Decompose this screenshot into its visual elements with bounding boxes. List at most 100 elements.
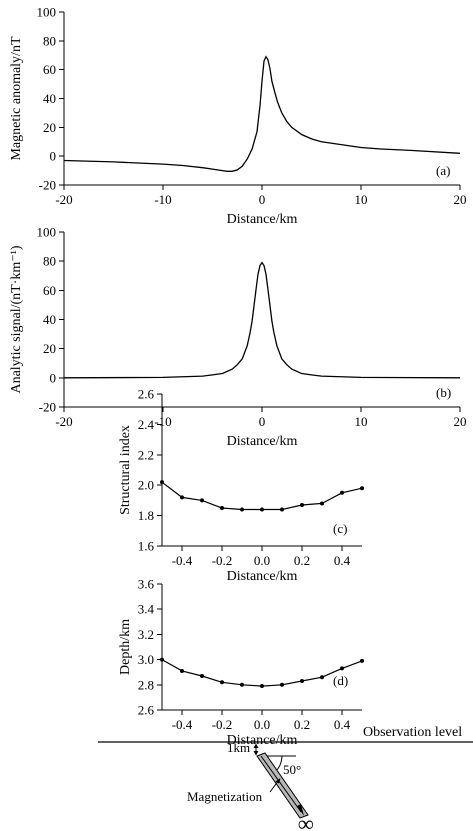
- y-tick-label: 0: [50, 370, 57, 385]
- data-point: [360, 658, 364, 663]
- x-tick-label: 0: [259, 414, 266, 429]
- y-tick-label: -20: [39, 178, 56, 193]
- data-point: [160, 480, 164, 485]
- magnetization-pointer-head: [275, 778, 281, 784]
- data-point: [240, 507, 244, 512]
- y-axis-title: Structural index: [118, 425, 133, 515]
- x-tick-label: -0.2: [212, 717, 233, 732]
- data-point: [200, 498, 204, 503]
- x-tick-label: 0.2: [294, 553, 310, 568]
- x-tick-label: -0.4: [172, 553, 193, 568]
- data-point: [220, 506, 224, 510]
- panel-tag: (d): [333, 673, 348, 688]
- y-tick-label: 2.8: [138, 677, 154, 692]
- data-point: [200, 673, 204, 678]
- y-tick-label: 2.6: [138, 387, 155, 402]
- y-tick-label: 2.0: [138, 478, 154, 493]
- x-tick-label: 0.2: [294, 717, 310, 732]
- data-point: [220, 680, 224, 685]
- magnetization-label: Magnetization: [187, 789, 263, 804]
- series-line: [161, 659, 363, 687]
- panel-tag: (c): [333, 521, 347, 536]
- y-tick-label: 20: [43, 341, 56, 356]
- x-tick-label: -10: [154, 192, 171, 207]
- x-axis-title: Distance/km: [227, 434, 298, 449]
- infinity-symbol: ∞: [298, 811, 314, 831]
- depth-label: 1km: [227, 740, 250, 755]
- y-tick-label: 80: [43, 254, 56, 269]
- source-body-diagram: Observation level 1km 50° Magnetization …: [98, 725, 473, 831]
- y-tick-label: 20: [43, 120, 56, 135]
- x-tick-label: 20: [454, 192, 467, 207]
- x-tick-label: 10: [355, 192, 368, 207]
- data-point: [180, 495, 184, 500]
- data-point: [320, 675, 324, 680]
- x-tick-label: 0.4: [334, 553, 351, 568]
- y-tick-label: 40: [43, 312, 56, 327]
- y-tick-label: 60: [43, 283, 56, 298]
- y-tick-label: 80: [43, 33, 56, 48]
- data-point: [360, 486, 364, 491]
- y-tick-label: 1.6: [138, 539, 155, 554]
- series-line: [63, 261, 461, 379]
- x-tick-label: 0.0: [254, 553, 270, 568]
- magnetization-arrow-shaft: [260, 755, 302, 813]
- y-tick-label: 100: [37, 5, 57, 20]
- x-tick-label: -20: [55, 192, 72, 207]
- y-axis-title: Analytic signal/(nT·km⁻¹): [9, 245, 24, 393]
- y-tick-label: 3.6: [138, 577, 155, 592]
- magnetization-arrow-head: [297, 804, 304, 816]
- data-point: [280, 507, 284, 512]
- data-point: [300, 502, 304, 507]
- panel-d: 2.6 2.8 3.0 3.2 3.4 3.6 -0.4 -0.2 0.0 0.2 0.4 Dista…: [118, 577, 364, 748]
- y-axis-title: Depth/km: [118, 619, 133, 675]
- data-point: [260, 507, 264, 512]
- data-point: [240, 682, 244, 687]
- panel-tag: (b): [436, 385, 451, 400]
- data-point: [340, 666, 344, 671]
- depth-arrow-up-head: [253, 743, 259, 748]
- y-tick-label: 3.4: [138, 602, 155, 617]
- depth-arrow-down-head: [253, 751, 259, 756]
- y-tick-label: 100: [37, 225, 57, 240]
- data-point: [160, 657, 164, 662]
- x-tick-label: 0.4: [334, 717, 351, 732]
- x-tick-label: -10: [154, 414, 171, 429]
- data-point: [340, 490, 344, 495]
- y-tick-label: 40: [43, 91, 56, 106]
- y-axis-title: Magnetic anomaly/nT: [9, 36, 24, 160]
- x-tick-label: -0.2: [212, 553, 233, 568]
- x-tick-label: -20: [55, 414, 72, 429]
- x-tick-label: -0.4: [172, 717, 193, 732]
- x-tick-label: 0.0: [254, 717, 270, 732]
- y-tick-label: 2.4: [138, 417, 155, 432]
- data-point: [300, 679, 304, 684]
- series-line: [63, 55, 461, 172]
- data-point: [280, 682, 284, 687]
- x-axis-title: Distance/km: [227, 733, 298, 748]
- series-line: [161, 481, 363, 511]
- x-tick-label: 0: [259, 192, 266, 207]
- data-point: [320, 501, 324, 506]
- panel-tag: (a): [436, 163, 450, 178]
- panel-a: -20 0 20 40 60 80 100 -20 -10 0 10 20 Distance/km Mag…: [9, 5, 467, 228]
- y-tick-label: 0: [50, 149, 57, 164]
- x-axis-title: Distance/km: [227, 569, 298, 584]
- x-axis-title: Distance/km: [227, 212, 298, 227]
- x-tick-label: 10: [355, 414, 368, 429]
- y-tick-label: -20: [39, 400, 56, 415]
- data-point: [180, 668, 184, 673]
- y-tick-label: 3.2: [138, 627, 154, 642]
- panel-b: -20 0 20 40 60 80 100 -20 -10 0 10 20 Distance/km Ana…: [9, 225, 467, 450]
- y-tick-label: 2.2: [138, 447, 154, 462]
- data-point: [260, 684, 264, 689]
- y-tick-label: 3.0: [138, 652, 154, 667]
- dip-angle-label: 50°: [283, 762, 301, 777]
- y-tick-label: 2.6: [138, 703, 155, 718]
- observation-level-label: Observation level: [363, 725, 462, 740]
- y-tick-label: 60: [43, 62, 56, 77]
- x-tick-label: 20: [454, 414, 467, 429]
- y-tick-label: 1.8: [138, 508, 154, 523]
